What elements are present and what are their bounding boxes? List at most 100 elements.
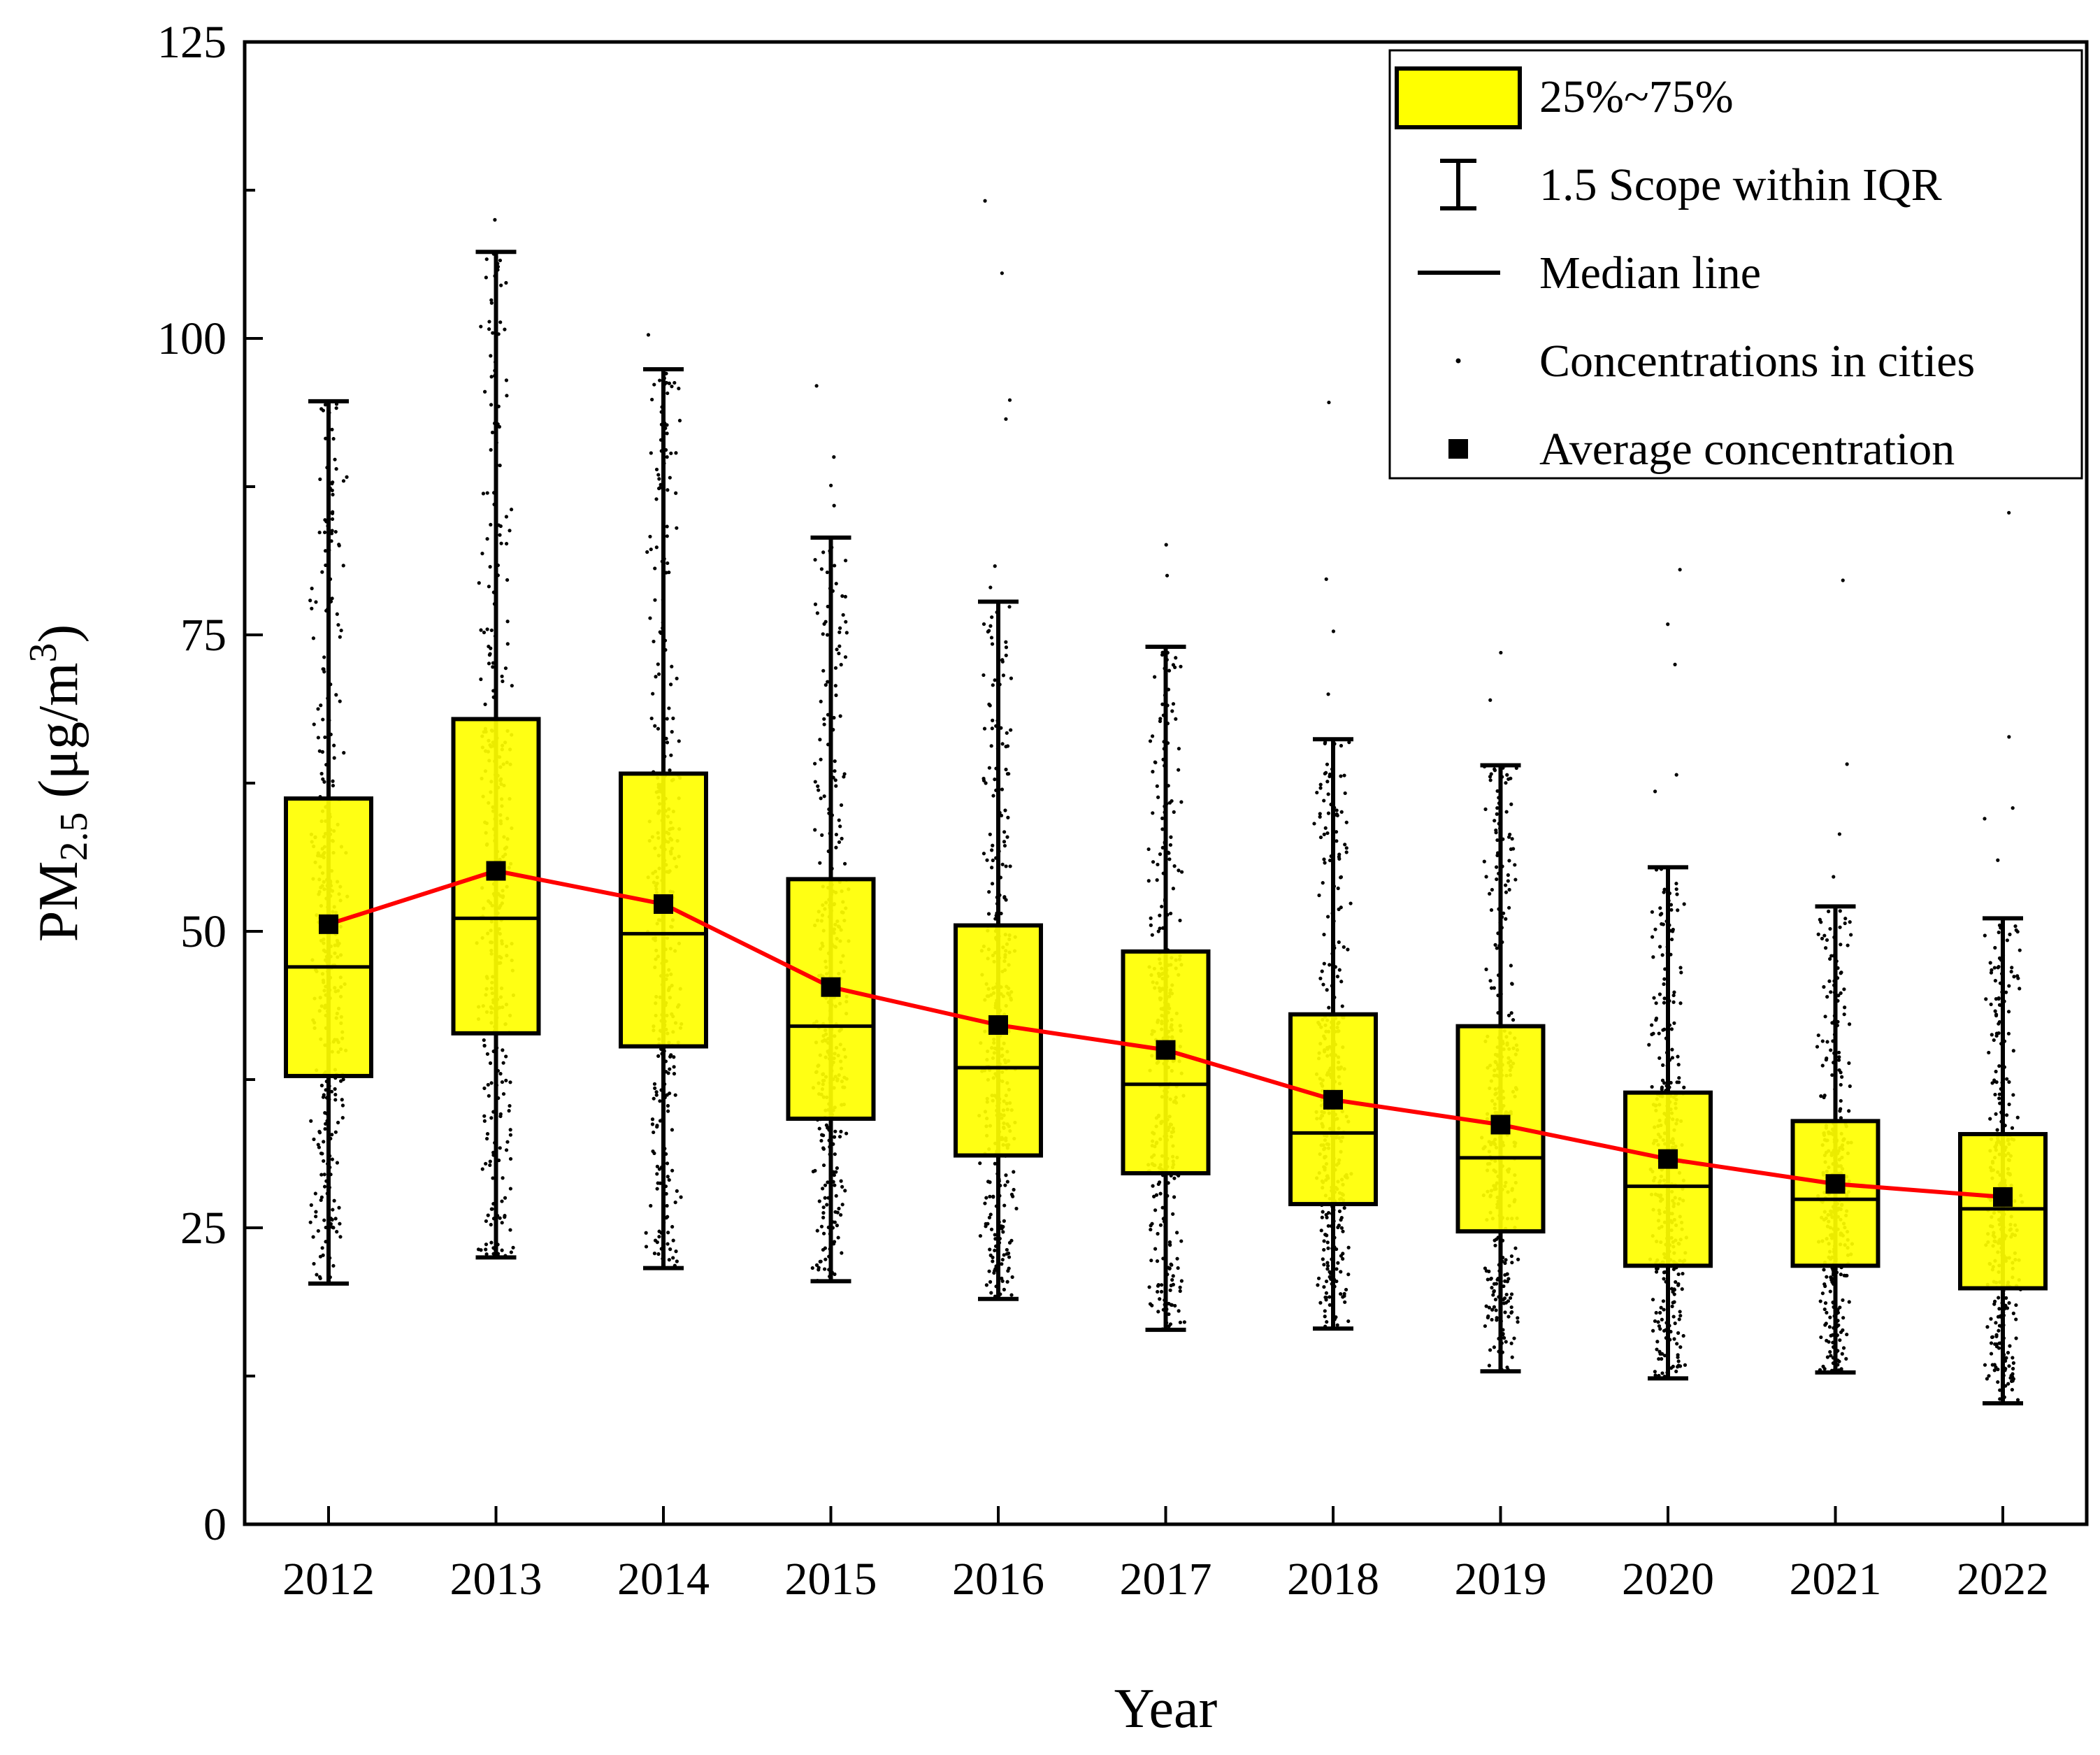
city-point — [508, 1080, 512, 1084]
city-point — [1676, 1272, 1681, 1277]
city-point — [2011, 1093, 2015, 1097]
city-point — [1504, 890, 1509, 894]
city-point — [331, 510, 335, 514]
city-point — [505, 394, 509, 398]
city-point — [987, 889, 991, 894]
city-point — [1002, 896, 1007, 900]
city-point — [1509, 1011, 1513, 1015]
city-point — [1827, 1325, 1832, 1329]
city-point — [839, 1212, 843, 1217]
city-point — [666, 1231, 670, 1235]
legend-item: Average concentration — [1448, 424, 1955, 475]
city-point — [1170, 1277, 1174, 1282]
city-point — [501, 1176, 505, 1180]
city-point — [1335, 1247, 1339, 1252]
city-point — [337, 1205, 341, 1210]
city-point — [489, 354, 493, 358]
city-point — [677, 387, 681, 391]
city-point — [1504, 1258, 1508, 1262]
city-point — [1828, 1289, 1832, 1294]
city-point — [484, 1252, 489, 1256]
city-point — [1341, 1256, 1345, 1261]
city-point — [1177, 747, 1181, 751]
iqr-box — [284, 796, 373, 1078]
city-point — [482, 389, 487, 394]
city-point — [1660, 1078, 1665, 1082]
city-point — [1004, 864, 1008, 868]
city-point — [1005, 772, 1010, 776]
city-point — [821, 1163, 826, 1168]
city-point — [501, 1048, 505, 1052]
city-point — [320, 1246, 324, 1250]
city-point — [1326, 1224, 1330, 1228]
city-point — [1650, 935, 1655, 939]
city-point — [1324, 1296, 1328, 1300]
city-point — [1819, 920, 1823, 924]
city-point — [1000, 658, 1005, 662]
city-point — [839, 1179, 843, 1183]
city-point — [1174, 717, 1178, 721]
city-point — [1009, 676, 1014, 680]
city-point — [1347, 740, 1351, 745]
city-point — [1836, 994, 1841, 998]
city-point — [504, 378, 509, 382]
city-point — [1678, 1001, 1683, 1005]
city-point — [1503, 1310, 1507, 1315]
city-point — [1178, 1320, 1183, 1324]
city-point — [1326, 1246, 1330, 1250]
city-point — [1327, 1005, 1331, 1010]
city-point — [488, 565, 492, 569]
city-point — [340, 1103, 345, 1108]
city-point — [1484, 967, 1488, 971]
city-point — [822, 717, 826, 721]
x-tick-label: 2014 — [617, 1554, 710, 1605]
city-point — [498, 320, 503, 324]
city-point — [820, 833, 824, 837]
legend-item: Median line — [1418, 248, 1761, 299]
city-point — [489, 1116, 494, 1120]
city-point — [1335, 1323, 1339, 1327]
city-point — [1988, 1117, 1992, 1121]
city-point — [670, 1128, 675, 1132]
city-point — [668, 1247, 673, 1252]
city-point — [1840, 1352, 1844, 1356]
city-point — [669, 682, 673, 687]
city-point — [671, 1238, 675, 1242]
city-point — [1662, 1328, 1667, 1333]
city-point — [480, 552, 484, 556]
city-point — [1146, 847, 1151, 852]
city-point — [988, 1280, 993, 1284]
city-point — [329, 481, 333, 485]
city-point — [990, 866, 994, 870]
city-point — [1488, 698, 1493, 702]
city-point — [817, 1268, 821, 1272]
city-point — [345, 475, 349, 479]
city-point — [324, 1122, 328, 1126]
city-point — [824, 1123, 828, 1127]
city-point — [1499, 650, 1503, 655]
city-point — [1669, 937, 1674, 942]
city-point — [1160, 702, 1165, 706]
city-point — [1825, 1355, 1829, 1359]
city-point — [1160, 1205, 1165, 1210]
city-point — [671, 716, 675, 720]
city-point — [330, 517, 335, 522]
city-point — [1988, 961, 1992, 965]
city-point — [1670, 1047, 1674, 1052]
city-point — [1000, 271, 1004, 275]
city-point — [1676, 1353, 1680, 1357]
city-point — [331, 783, 336, 788]
city-point — [1513, 863, 1517, 867]
city-point — [1994, 1033, 1999, 1038]
city-point — [978, 1161, 982, 1166]
city-point — [1839, 1273, 1843, 1277]
city-point — [1992, 1299, 1997, 1303]
city-point — [673, 1093, 677, 1097]
city-point — [674, 451, 678, 455]
city-point — [2018, 948, 2022, 952]
city-point — [332, 743, 336, 747]
city-point — [989, 636, 994, 640]
city-point — [322, 1173, 326, 1177]
city-point — [1493, 1243, 1497, 1247]
city-point — [839, 1129, 843, 1134]
